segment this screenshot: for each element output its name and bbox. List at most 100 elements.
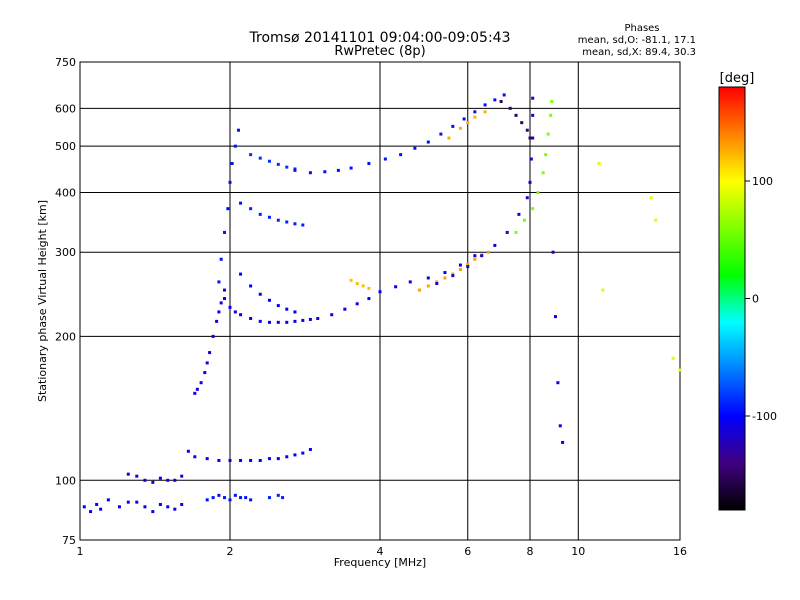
echo-point xyxy=(505,230,509,234)
colorbar-label: [deg] xyxy=(720,71,755,86)
echo-point xyxy=(239,313,243,317)
echo-point xyxy=(267,215,271,219)
echo-point xyxy=(126,500,130,504)
echo-point xyxy=(89,510,93,514)
echo-point xyxy=(233,310,237,314)
echo-point xyxy=(426,140,430,144)
echo-point xyxy=(199,381,203,385)
chart-title: Tromsø 20141101 09:04:00-09:05:43 xyxy=(249,30,511,46)
echo-point xyxy=(205,457,209,461)
x-tick-label: 8 xyxy=(527,545,534,558)
echo-point xyxy=(249,284,253,288)
echo-point xyxy=(349,166,353,170)
echo-point xyxy=(558,424,562,428)
echo-point xyxy=(426,284,430,288)
y-tick-label: 300 xyxy=(55,246,76,259)
echo-point xyxy=(180,502,184,506)
echo-point xyxy=(531,113,535,117)
echo-point xyxy=(143,478,147,482)
echo-point xyxy=(233,493,237,497)
echo-point xyxy=(249,207,253,211)
colorbar-tick-label: 0 xyxy=(752,293,759,306)
echo-point xyxy=(367,286,371,290)
grid-lines xyxy=(80,62,680,540)
echo-point xyxy=(336,168,340,172)
phase-stats-o: mean, sd,O: -81.1, 17.1 xyxy=(578,35,696,46)
echo-point xyxy=(219,257,223,261)
echo-point xyxy=(473,115,477,119)
echo-point xyxy=(151,510,155,514)
echo-point xyxy=(551,250,555,254)
echo-point xyxy=(514,230,518,234)
echo-point xyxy=(525,196,529,200)
echo-point xyxy=(458,263,462,267)
echo-point xyxy=(211,334,215,338)
echo-point xyxy=(285,220,289,224)
y-tick-label: 75 xyxy=(62,534,76,547)
echo-point xyxy=(378,290,382,294)
colorbar-tick-label: 100 xyxy=(752,175,773,188)
y-tick-label: 500 xyxy=(55,140,76,153)
echo-point xyxy=(166,478,170,482)
echo-point xyxy=(502,93,506,97)
echo-point xyxy=(553,315,557,319)
echo-point xyxy=(367,297,371,301)
echo-point xyxy=(193,455,197,459)
echo-point xyxy=(223,297,227,301)
x-axis-label: Frequency [MHz] xyxy=(334,556,426,569)
x-tick-label: 16 xyxy=(673,545,687,558)
x-tick-label: 4 xyxy=(377,545,384,558)
echo-point xyxy=(480,254,484,258)
echo-point xyxy=(399,153,403,157)
echo-point xyxy=(276,304,280,308)
echo-point xyxy=(361,284,365,288)
echo-point xyxy=(544,153,548,157)
echo-point xyxy=(99,507,103,511)
echo-point xyxy=(308,171,312,175)
echo-point xyxy=(514,113,518,117)
echo-point xyxy=(233,144,237,148)
echo-point xyxy=(462,117,466,121)
y-tick-label: 400 xyxy=(55,186,76,199)
echo-point xyxy=(135,500,139,504)
echo-point xyxy=(239,201,243,205)
y-axis-ticks: 75 100 200 300 400 500 600 750 xyxy=(55,56,76,547)
echo-point xyxy=(276,320,280,324)
echo-point xyxy=(671,356,675,360)
echo-point xyxy=(367,161,371,165)
colorbar-scale xyxy=(718,86,746,511)
echo-point xyxy=(493,243,497,247)
echo-point xyxy=(439,132,443,136)
x-axis-ticks: 1 2 4 6 8 10 16 xyxy=(77,545,688,558)
echo-point xyxy=(151,480,155,484)
echo-point xyxy=(249,316,253,320)
echo-point xyxy=(435,280,439,284)
echo-point xyxy=(158,502,162,506)
echo-point xyxy=(135,474,139,478)
echo-point xyxy=(205,361,209,365)
y-axis-label: Stationary phase Virtual Height [km] xyxy=(36,200,49,402)
echo-point xyxy=(301,223,305,227)
x-tick-label: 2 xyxy=(227,545,234,558)
echo-point xyxy=(267,159,271,163)
echo-point xyxy=(267,457,271,461)
echo-point xyxy=(106,498,110,502)
echo-point xyxy=(556,381,560,385)
echo-point xyxy=(316,316,320,320)
echo-point xyxy=(239,496,243,500)
echo-point xyxy=(217,280,221,284)
echo-point xyxy=(466,262,470,266)
echo-point xyxy=(217,310,221,314)
echo-point xyxy=(413,146,417,150)
echo-point xyxy=(208,351,212,355)
echo-point xyxy=(239,458,243,462)
echo-point xyxy=(285,307,289,311)
echo-point xyxy=(215,319,219,323)
echo-point xyxy=(158,476,162,480)
colorbar-ticks: 100 0 -100 xyxy=(745,175,777,423)
echo-point xyxy=(258,212,262,216)
echo-point xyxy=(597,161,601,165)
echo-point xyxy=(443,276,447,280)
echo-point xyxy=(293,319,297,323)
